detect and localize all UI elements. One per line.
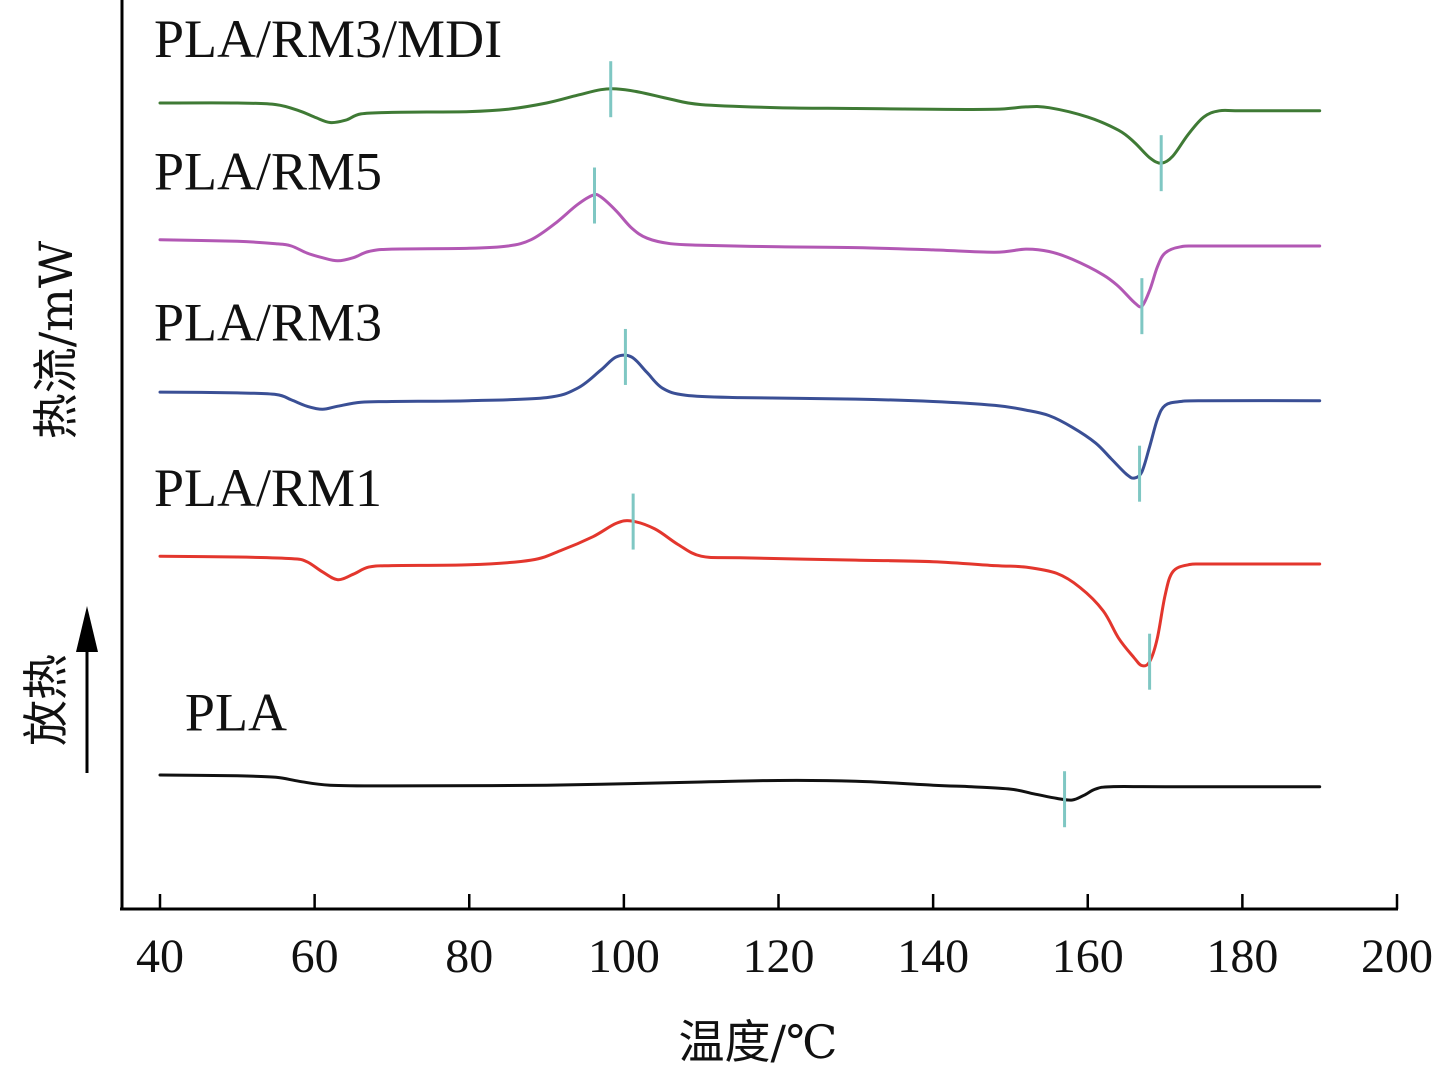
x-tick-label: 160 (1052, 930, 1124, 983)
series-label-pla-rm5: PLA/RM5 (154, 142, 382, 202)
series-label-pla-rm1: PLA/RM1 (154, 458, 382, 518)
curve-pla (158, 773, 1322, 802)
x-ticks: 40 60 80 100 120 140 160 180 200 (136, 894, 1433, 983)
curve-pla-rm5 (158, 192, 1322, 309)
x-tick-label: 40 (136, 930, 184, 983)
x-tick-label: 120 (743, 930, 815, 983)
peak-markers (592, 61, 1163, 828)
x-tick-label: 100 (588, 930, 660, 983)
x-tick-label: 200 (1361, 930, 1433, 983)
x-tick-label: 80 (445, 930, 493, 983)
series-label-pla: PLA (185, 682, 287, 742)
series-labels: PLA/RM3/MDI PLA/RM5 PLA/RM3 PLA/RM1 PLA (154, 9, 502, 742)
exotherm-indicator: 放热 (19, 606, 98, 773)
x-axis-title: 温度/℃ (679, 1015, 838, 1067)
exotherm-arrow-head-icon (76, 606, 98, 652)
x-tick-label: 140 (897, 930, 969, 983)
curve-pla-rm1 (158, 519, 1322, 668)
axes (120, 0, 1398, 911)
curve-pla-rm3 (158, 353, 1322, 480)
y-axis-title: 热流/mW (29, 240, 83, 439)
curve-pla-rm3-mdi (158, 87, 1322, 165)
series-label-pla-rm3-mdi: PLA/RM3/MDI (154, 9, 502, 69)
series-label-pla-rm3: PLA/RM3 (154, 293, 382, 353)
x-tick-label: 60 (291, 930, 339, 983)
exotherm-label: 放热 (19, 654, 73, 746)
x-tick-label: 180 (1206, 930, 1278, 983)
